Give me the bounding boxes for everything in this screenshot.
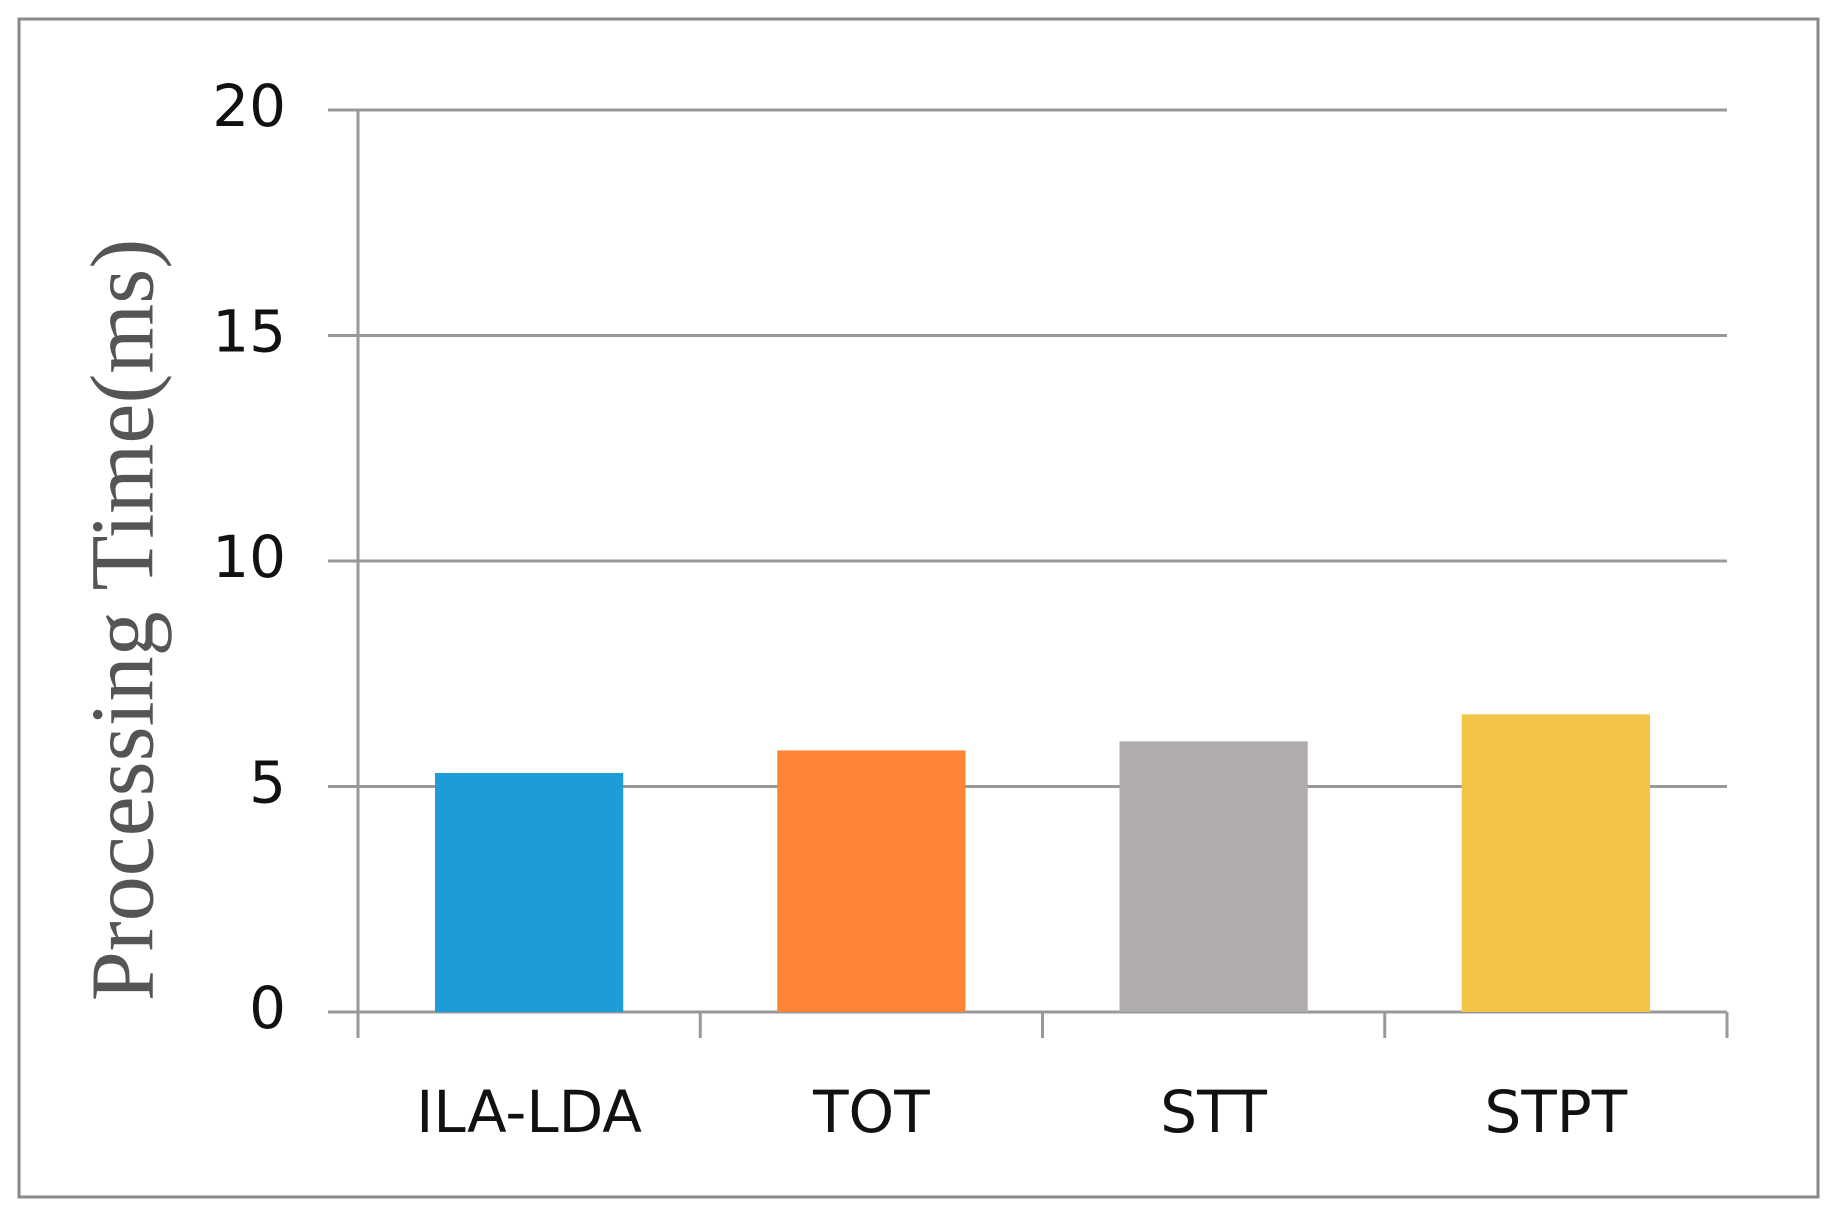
y-tick-label: 5 (249, 749, 286, 817)
x-tick-label: ILA-LDA (416, 1078, 642, 1146)
y-axis-title: Processing Time(ms) (74, 239, 173, 1002)
y-tick-label: 0 (249, 974, 286, 1042)
bar (1461, 714, 1650, 1012)
bar (435, 772, 624, 1012)
x-tick-label: STPT (1485, 1078, 1628, 1146)
x-tick-label: TOT (812, 1078, 930, 1146)
x-tick-label: STT (1160, 1078, 1267, 1146)
chart-frame (17, 17, 1820, 1199)
bar (1119, 741, 1308, 1012)
y-tick-label: 10 (212, 523, 286, 591)
y-tick-label: 20 (212, 72, 286, 140)
bar (777, 750, 966, 1012)
y-tick-label: 15 (212, 298, 286, 366)
